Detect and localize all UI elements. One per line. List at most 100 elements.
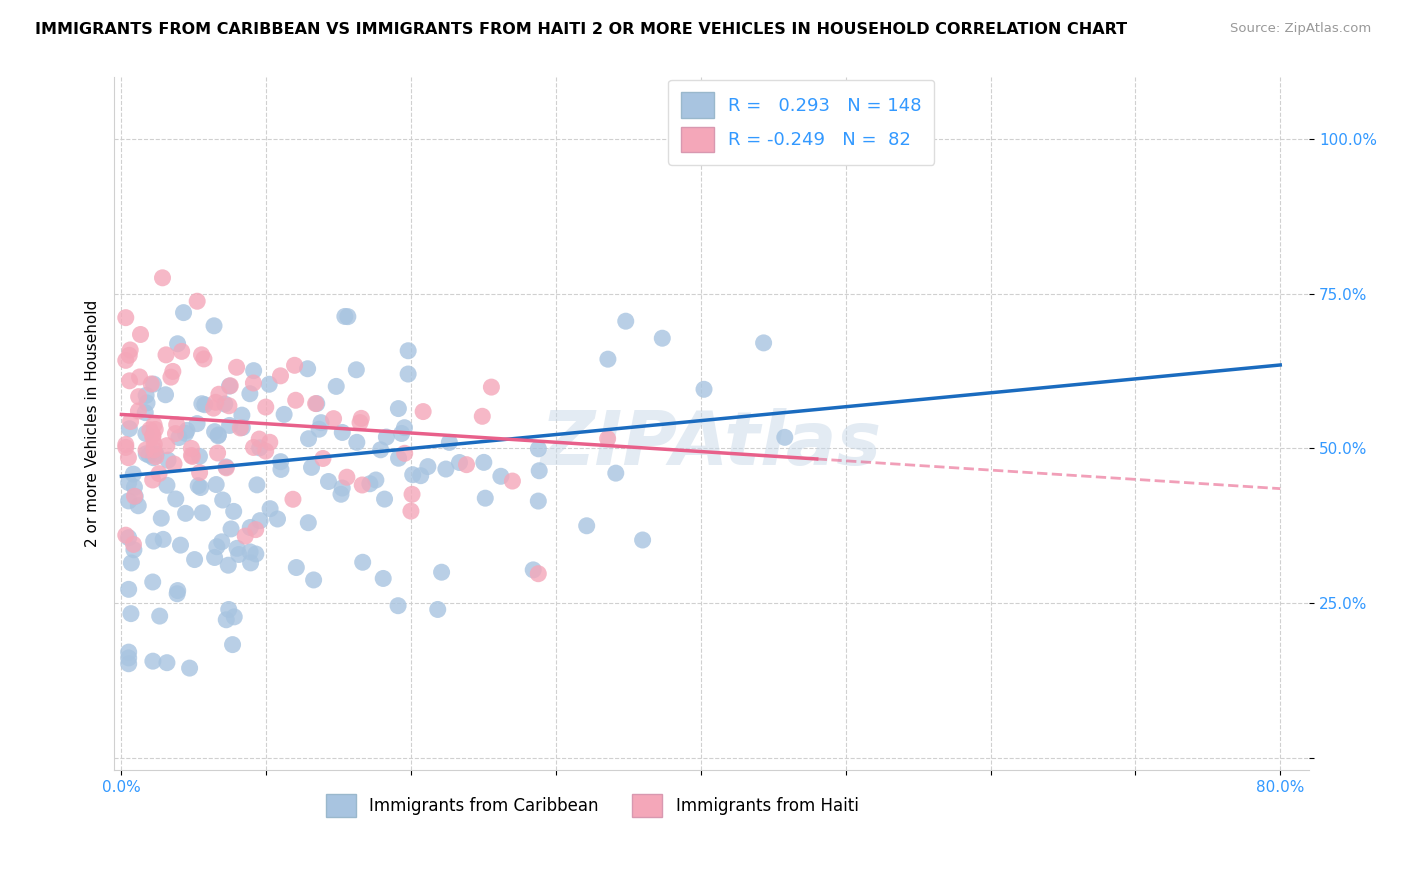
Point <box>297 432 319 446</box>
Point <box>145 447 167 461</box>
Point <box>304 396 326 410</box>
Point <box>330 481 353 495</box>
Point <box>207 429 229 443</box>
Point <box>471 409 494 424</box>
Point <box>330 425 353 440</box>
Point <box>373 571 395 585</box>
Point <box>142 377 165 392</box>
Point <box>122 537 145 551</box>
Point <box>118 651 141 665</box>
Point <box>242 441 264 455</box>
Text: IMMIGRANTS FROM CARIBBEAN VS IMMIGRANTS FROM HAITI 2 OR MORE VEHICLES IN HOUSEHO: IMMIGRANTS FROM CARIBBEAN VS IMMIGRANTS … <box>35 22 1128 37</box>
Point <box>309 416 332 430</box>
Point <box>226 541 249 556</box>
Point <box>239 386 262 401</box>
Point <box>142 442 165 457</box>
Point <box>162 364 184 378</box>
Point <box>693 382 716 396</box>
Point <box>285 560 308 574</box>
Point <box>166 583 188 598</box>
Point <box>155 388 177 402</box>
Point <box>228 548 250 562</box>
Point <box>152 533 174 547</box>
Point <box>205 477 228 491</box>
Point <box>122 542 145 557</box>
Point <box>114 528 136 542</box>
Point <box>166 417 188 432</box>
Point <box>259 435 281 450</box>
Point <box>122 467 145 481</box>
Point <box>145 450 167 464</box>
Point <box>157 453 180 467</box>
Point <box>242 364 264 378</box>
Point <box>322 411 344 425</box>
Point <box>614 314 637 328</box>
Point <box>180 449 202 463</box>
Point <box>124 490 146 504</box>
Point <box>179 661 201 675</box>
Point <box>439 435 461 450</box>
Point <box>156 478 179 492</box>
Point <box>527 566 550 581</box>
Point <box>135 426 157 441</box>
Point <box>135 388 157 402</box>
Point <box>529 464 551 478</box>
Point <box>270 368 292 383</box>
Point <box>120 343 142 357</box>
Point <box>246 478 269 492</box>
Point <box>297 516 319 530</box>
Point <box>456 458 478 472</box>
Point <box>412 404 434 418</box>
Point <box>352 478 374 492</box>
Point <box>430 565 453 579</box>
Point <box>239 520 262 534</box>
Point <box>149 609 172 624</box>
Point <box>402 467 425 482</box>
Point <box>194 398 217 412</box>
Point <box>409 468 432 483</box>
Point <box>143 417 166 432</box>
Point <box>221 638 243 652</box>
Point <box>375 430 398 444</box>
Point <box>479 380 502 394</box>
Point <box>186 417 208 431</box>
Point <box>183 552 205 566</box>
Point <box>186 294 208 309</box>
Point <box>155 348 177 362</box>
Point <box>191 397 214 411</box>
Text: ZIPAtlas: ZIPAtlas <box>541 408 883 481</box>
Point <box>270 455 292 469</box>
Point <box>218 399 240 413</box>
Point <box>394 420 416 434</box>
Point <box>180 442 202 456</box>
Point <box>148 467 170 481</box>
Point <box>165 491 187 506</box>
Point <box>181 450 204 464</box>
Point <box>173 305 195 319</box>
Point <box>249 441 271 455</box>
Point <box>128 370 150 384</box>
Point <box>118 582 141 597</box>
Point <box>205 540 228 554</box>
Point <box>204 425 226 439</box>
Point <box>416 459 439 474</box>
Point <box>169 538 191 552</box>
Point <box>118 422 141 436</box>
Point <box>245 523 267 537</box>
Point <box>312 451 335 466</box>
Point <box>141 376 163 391</box>
Point <box>231 408 253 422</box>
Point <box>118 494 141 508</box>
Point <box>170 344 193 359</box>
Point <box>352 555 374 569</box>
Point <box>211 493 233 508</box>
Point <box>364 473 387 487</box>
Point <box>190 481 212 495</box>
Point <box>120 607 142 621</box>
Point <box>214 397 236 411</box>
Point <box>350 411 373 425</box>
Y-axis label: 2 or more Vehicles in Household: 2 or more Vehicles in Household <box>86 300 100 548</box>
Point <box>204 550 226 565</box>
Point <box>349 416 371 430</box>
Point <box>489 469 512 483</box>
